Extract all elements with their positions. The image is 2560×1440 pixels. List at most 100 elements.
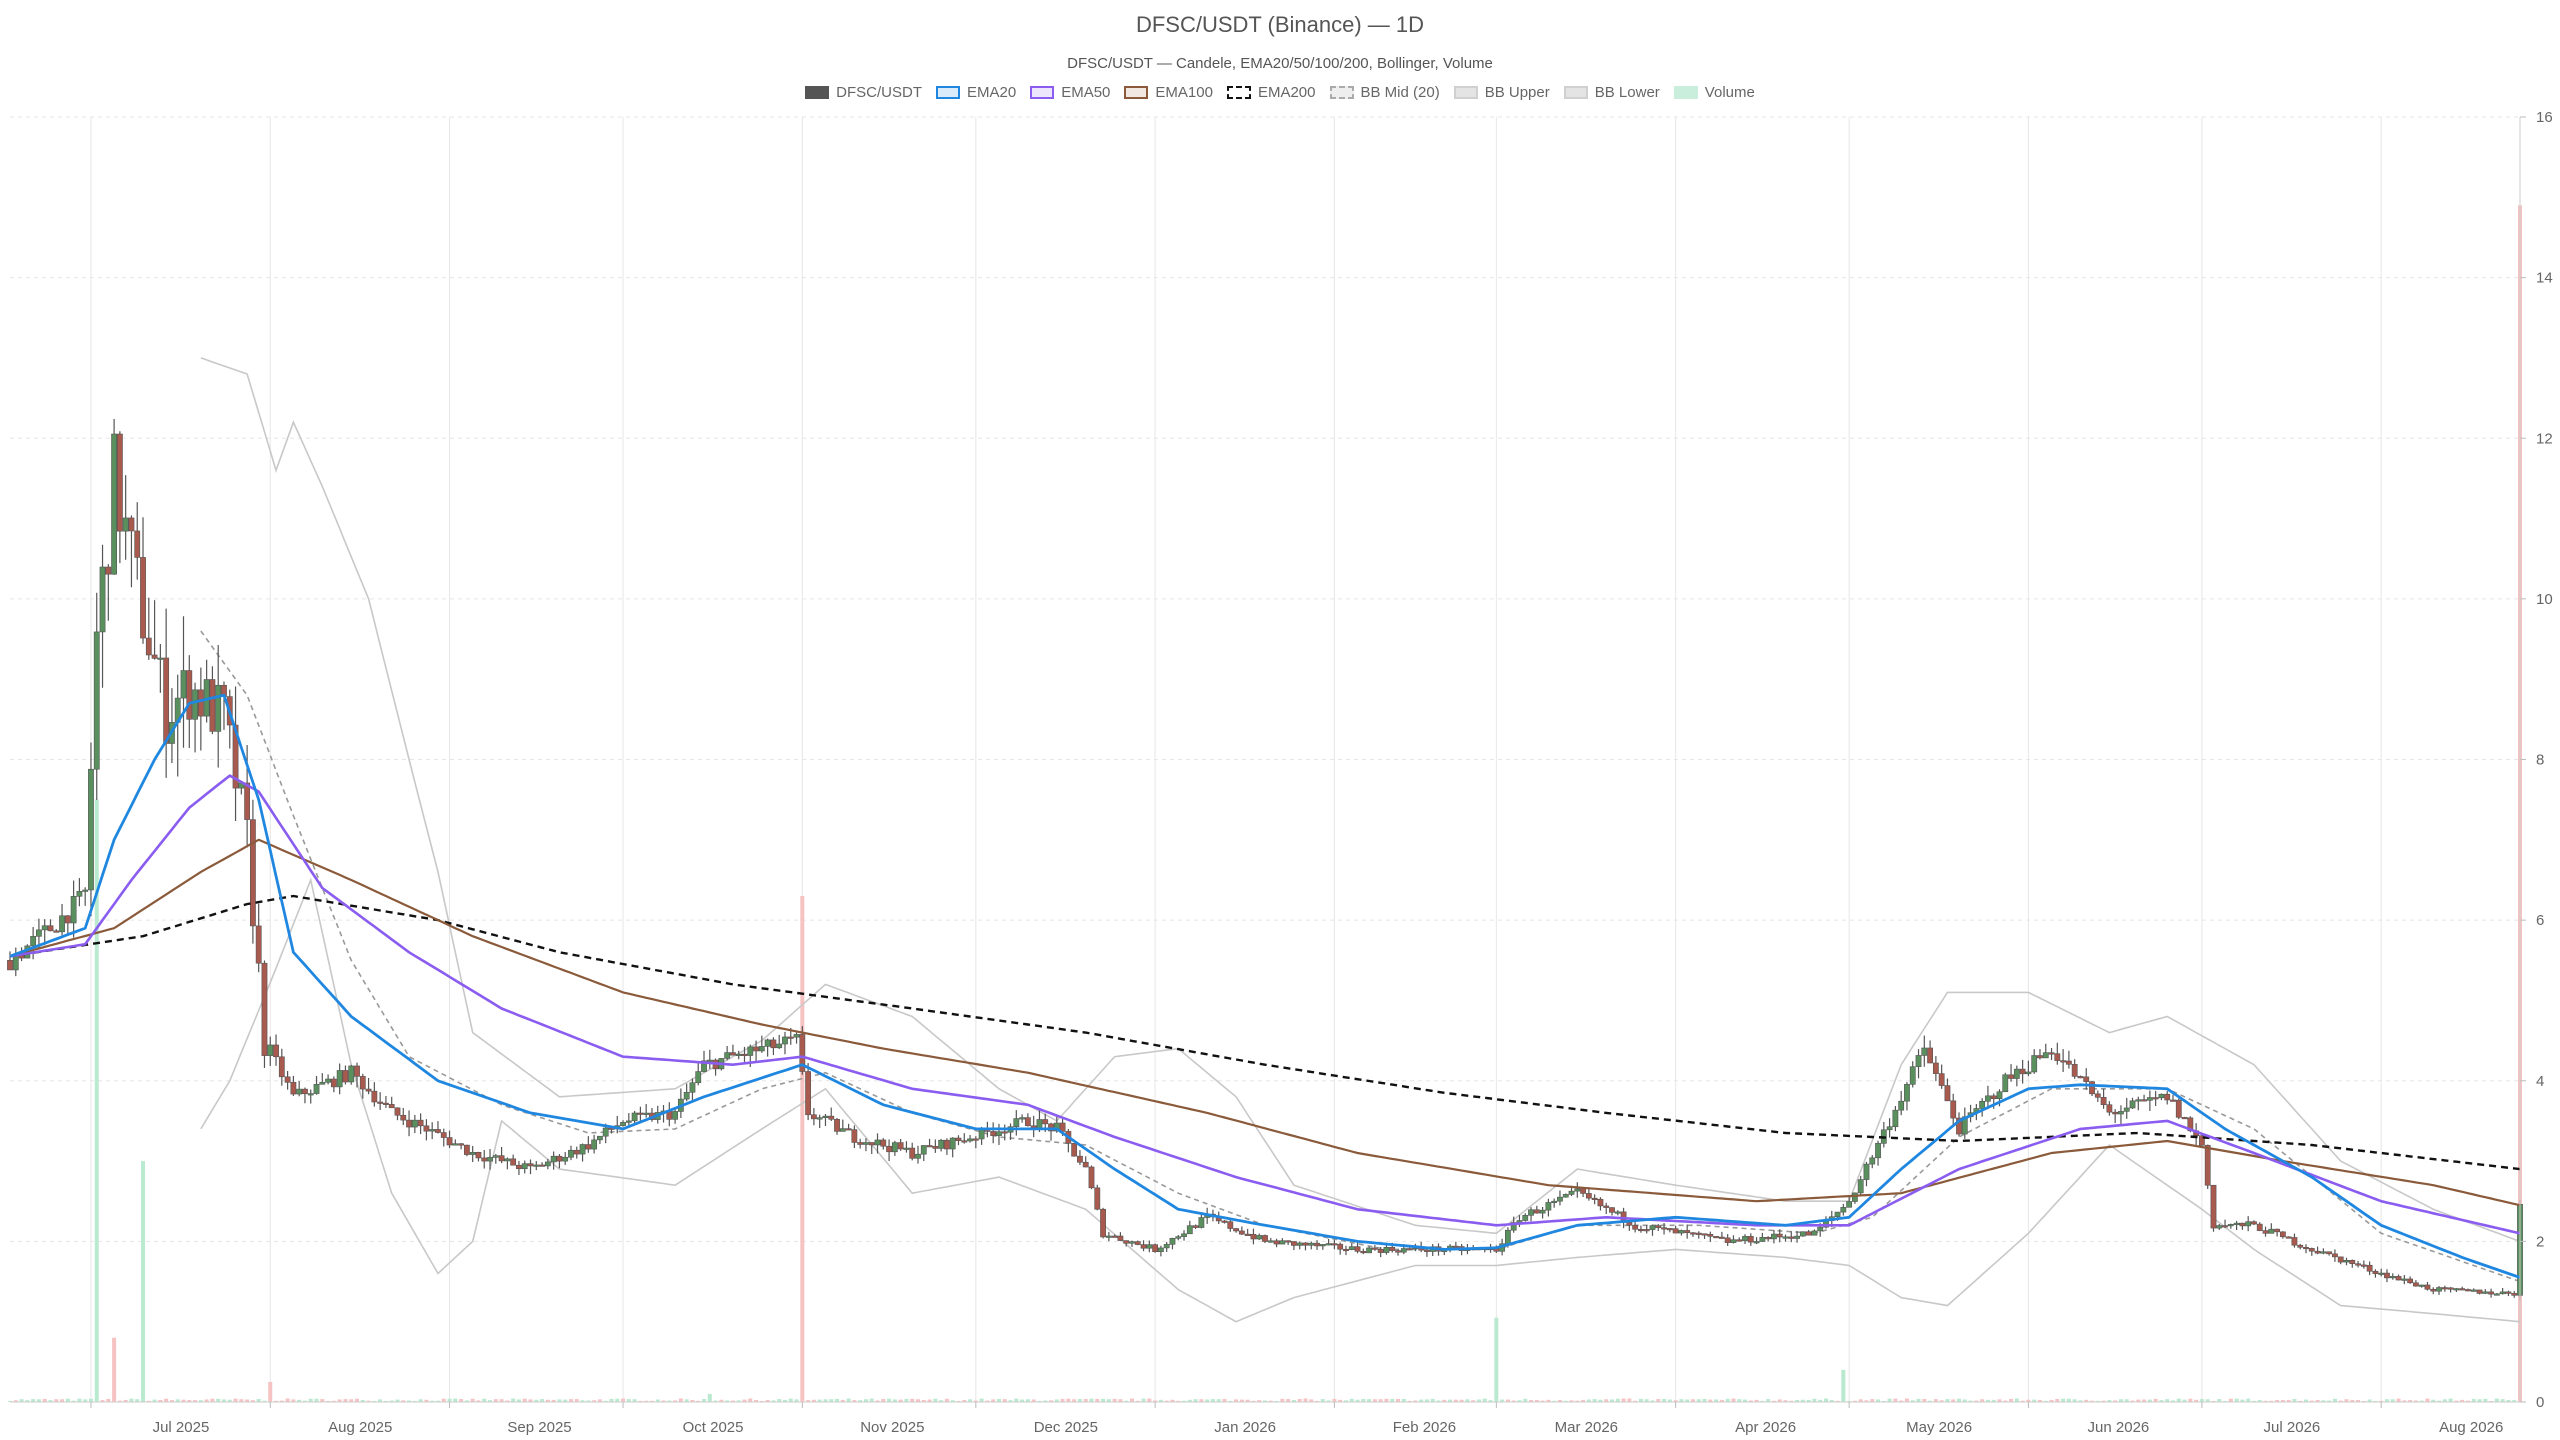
candle [2123, 1097, 2130, 1119]
candle [1811, 1229, 1818, 1236]
candle-body [1053, 1122, 1060, 1132]
candle [1666, 1228, 1673, 1233]
candle-body [429, 1129, 436, 1132]
candle-body [2031, 1055, 2038, 1073]
x-tick-label: Jul 2026 [2264, 1419, 2321, 1436]
volume-bar [1448, 1399, 1453, 1402]
volume-bar [2095, 1400, 2100, 1402]
legend-label: EMA20 [967, 84, 1017, 101]
legend-swatch [1563, 86, 1588, 99]
candle [481, 1149, 488, 1169]
x-tick-label: Oct 2025 [683, 1419, 744, 1436]
candle [394, 1107, 401, 1121]
candle [1267, 1237, 1274, 1243]
candle [1614, 1210, 1621, 1216]
volume-bar [2228, 1398, 2233, 1402]
candle [961, 1133, 968, 1144]
candle [2465, 1288, 2471, 1292]
candle-body [2239, 1222, 2246, 1227]
candle-body [1400, 1248, 1407, 1253]
volume-bar [1459, 1399, 1464, 1402]
volume-bar [748, 1398, 753, 1402]
candle [2355, 1260, 2361, 1268]
candle [498, 1147, 505, 1164]
candle-body [157, 657, 164, 660]
candle-body [897, 1142, 904, 1150]
volume-bar [401, 1400, 406, 1402]
volume-bar [245, 1399, 250, 1402]
candle [30, 927, 37, 960]
candle-body [359, 1076, 366, 1090]
legend-item-ema20[interactable]: EMA20 [936, 84, 1016, 101]
volume-bar [366, 1400, 371, 1402]
volume-bar [1586, 1399, 1591, 1402]
volume-bar [1517, 1400, 1522, 1402]
candle [1961, 1107, 1968, 1139]
volume-bar [1800, 1399, 1805, 1402]
candle [169, 688, 175, 764]
volume-bar [499, 1399, 504, 1402]
legend-item-ema200[interactable]: EMA200 [1226, 84, 1316, 101]
candle [1863, 1161, 1870, 1187]
volume-bar [2309, 1400, 2314, 1402]
candle [1146, 1240, 1153, 1253]
candle [2482, 1289, 2489, 1295]
volume-bar [1702, 1398, 1707, 1402]
volume-bar [2257, 1400, 2262, 1402]
volume-bar [308, 1398, 313, 1402]
candle-body [209, 679, 216, 732]
volume-bar [2275, 1400, 2280, 1402]
candle [302, 1087, 308, 1104]
legend-item-bb-lower[interactable]: BB Lower [1563, 84, 1660, 101]
candle-body [1533, 1209, 1540, 1214]
candle [1551, 1198, 1558, 1208]
candle-body [371, 1090, 378, 1103]
candle [2349, 1259, 2356, 1268]
legend-item-ema100[interactable]: EMA100 [1124, 84, 1213, 101]
candle [891, 1140, 898, 1156]
volume-bar [2506, 1399, 2511, 1402]
candle-body [325, 1078, 331, 1083]
candle-body [1695, 1232, 1702, 1235]
candle-body [764, 1039, 771, 1047]
volume-bar [1488, 1400, 1493, 1402]
candle-body [2488, 1291, 2494, 1295]
volume-bar [644, 1400, 649, 1402]
legend-label: Volume [1704, 84, 1755, 101]
candle-body [863, 1142, 869, 1145]
candle [903, 1141, 910, 1153]
candle-body [330, 1078, 337, 1088]
candle-body [134, 530, 141, 558]
volume-bar [1806, 1399, 1811, 1402]
legend-item-dfsc-usdt[interactable]: DFSC/USDT [805, 84, 922, 101]
candle [2360, 1260, 2367, 1269]
volume-bar [1436, 1400, 1441, 1402]
candle-body [2493, 1293, 2500, 1296]
candle-body [2118, 1111, 2124, 1115]
candle [909, 1142, 916, 1161]
volume-bar [1563, 1400, 1568, 1402]
candle [290, 1075, 297, 1096]
candle-body [1296, 1242, 1303, 1246]
candle [458, 1143, 465, 1150]
candle-body [2002, 1074, 2009, 1093]
volume-bar [2066, 1398, 2071, 1402]
volume-bar [2396, 1398, 2401, 1402]
legend-item-ema50[interactable]: EMA50 [1030, 84, 1110, 101]
volume-bar [2026, 1399, 2031, 1402]
candle [897, 1139, 904, 1151]
volume-bar [2170, 1400, 2175, 1402]
volume-bar [1326, 1400, 1331, 1402]
legend-item-bb-mid-20[interactable]: BB Mid (20) [1329, 84, 1440, 101]
candle-body [492, 1155, 499, 1158]
volume-bar [1060, 1398, 1065, 1402]
candle [579, 1143, 586, 1162]
volume-bar [892, 1399, 897, 1402]
candle-body [1175, 1236, 1182, 1239]
legend-item-bb-upper[interactable]: BB Upper [1453, 84, 1550, 101]
volume-bar [2465, 1400, 2470, 1402]
volume-bar [1465, 1399, 1470, 1402]
volume-bar [667, 1400, 672, 1402]
volume-bar [1737, 1399, 1742, 1402]
legend-item-volume[interactable]: Volume [1673, 84, 1755, 101]
